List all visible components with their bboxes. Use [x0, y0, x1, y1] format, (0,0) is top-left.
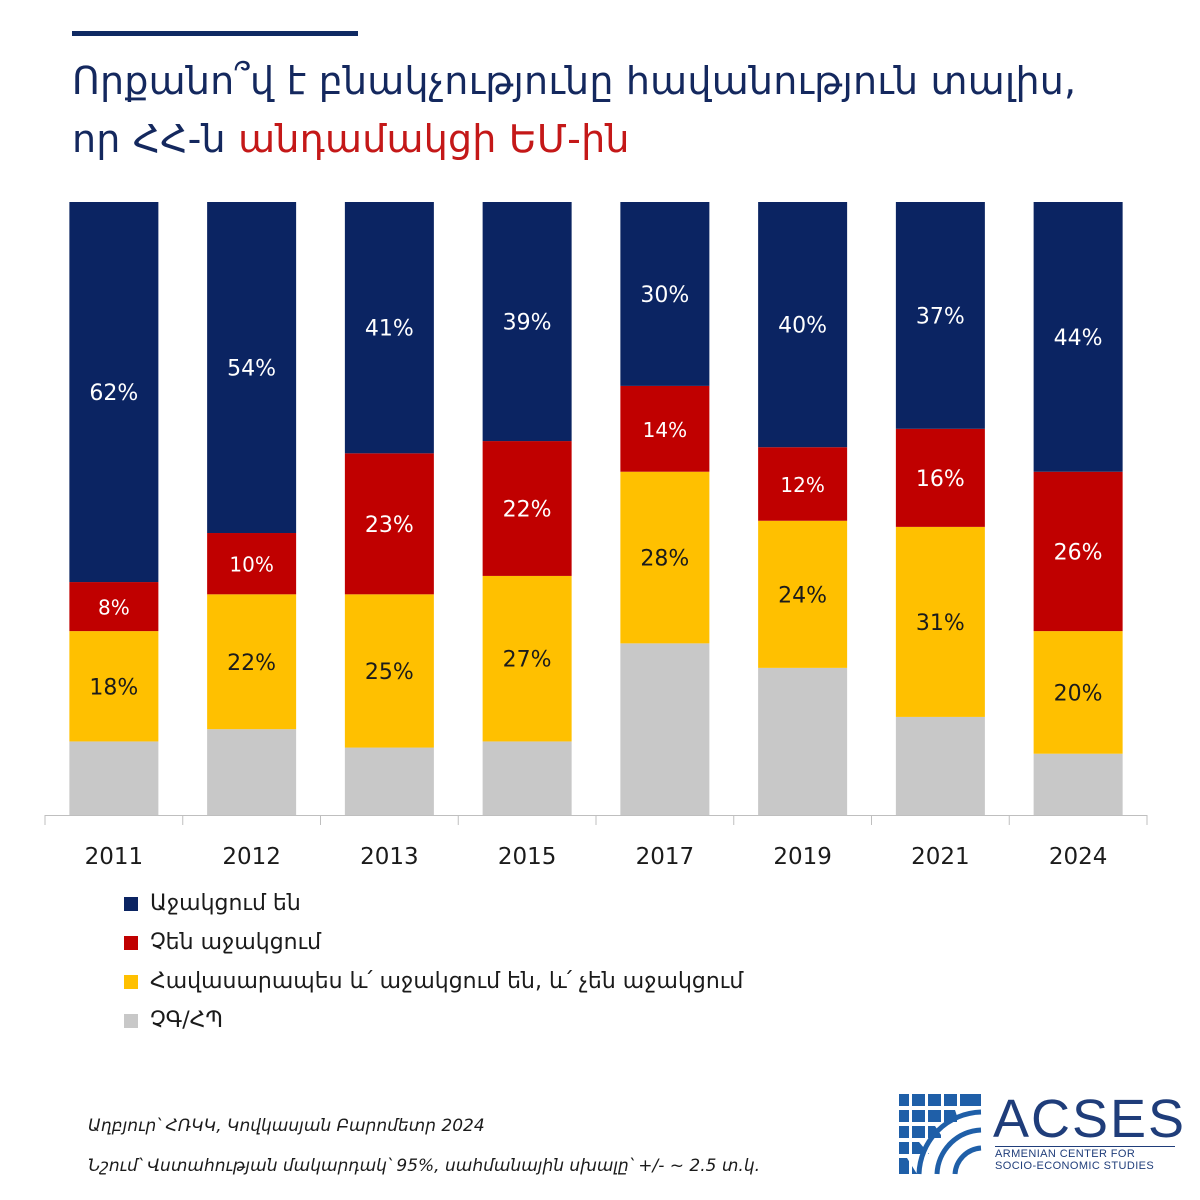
- bar-segment-2017-series-0: [620, 643, 710, 815]
- data-label-2017-series-2: 14%: [643, 418, 687, 442]
- bar-segment-2011-series-0: [69, 741, 159, 815]
- legend-swatch-dk-ra: [124, 1013, 138, 1028]
- bar-segment-2012-series-1: [207, 594, 297, 730]
- bar-segment-2021-series-2: [895, 428, 985, 527]
- logo-subtitle-line-1: ARMENIAN CENTER FOR: [995, 1148, 1136, 1160]
- legend-item-support: Աջակցում են: [124, 884, 743, 923]
- data-label-2019-series-1: 24%: [778, 583, 827, 608]
- bar-segment-2015-series-0: [482, 741, 572, 815]
- legend-label-neutral: Հավասարապես և՛ աջակցում են, և՛ չեն աջակց…: [150, 969, 744, 994]
- data-label-2015-series-1: 27%: [503, 648, 552, 673]
- bar-segment-2013-series-0: [344, 747, 434, 815]
- data-label-2021-series-2: 16%: [916, 467, 965, 492]
- legend-item-dk-ra: ՉԳ/ՀՊ: [124, 1001, 743, 1040]
- data-label-2019-series-3: 40%: [778, 314, 827, 339]
- data-label-2012-series-3: 54%: [227, 357, 276, 382]
- title-line-2: որ ՀՀ-ն անդամակցի ԵՄ-ին: [72, 110, 1172, 168]
- x-tick-label-2013: 2013: [360, 844, 419, 870]
- data-label-2013-series-3: 41%: [365, 317, 414, 342]
- bar-segment-2015-series-3: [482, 202, 572, 442]
- bar-segment-2024-series-3: [1033, 202, 1123, 472]
- bar-segment-2017-series-3: [620, 202, 710, 386]
- bar-segment-2013-series-2: [344, 453, 434, 595]
- x-tick-label-2015: 2015: [498, 844, 557, 870]
- bar-segment-2024-series-2: [1033, 471, 1123, 632]
- data-label-2024-series-1: 20%: [1054, 681, 1103, 706]
- bar-segment-2017-series-2: [620, 385, 710, 472]
- title-line-1: Որքանո՞վ է բնակչությունը հավանություն տա…: [72, 59, 1077, 103]
- acses-logo: ACSES ARMENIAN CENTER FOR SOCIO-ECONOMIC…: [895, 1090, 1185, 1180]
- legend-label-not-support: Չեն աջակցում: [150, 930, 322, 955]
- bar-segment-2019-series-3: [758, 202, 848, 448]
- bar-segment-2024-series-0: [1033, 753, 1123, 815]
- legend-swatch-not-support: [124, 935, 138, 950]
- x-tick-label-2019: 2019: [773, 844, 832, 870]
- legend-item-not-support: Չեն աջակցում: [124, 923, 743, 962]
- x-tick-label-2012: 2012: [222, 844, 281, 870]
- bar-segment-2011-series-2: [69, 582, 159, 632]
- bar-segment-2019-series-0: [758, 667, 848, 815]
- legend-label-support: Աջակցում են: [150, 891, 301, 916]
- bar-segment-2021-series-1: [895, 526, 985, 717]
- x-tick-label-2011: 2011: [85, 844, 144, 870]
- acses-emblem-icon: [895, 1090, 985, 1178]
- bar-segment-2012-series-0: [207, 729, 297, 815]
- data-label-2017-series-3: 30%: [640, 283, 689, 308]
- legend-swatch-neutral: [124, 974, 138, 989]
- bar-segment-2011-series-1: [69, 631, 159, 742]
- bar-segment-2015-series-2: [482, 441, 572, 576]
- bar-segment-2017-series-1: [620, 471, 710, 644]
- logo-divider: [995, 1146, 1175, 1147]
- bar-segment-2011-series-3: [69, 202, 159, 583]
- data-label-2011-series-2: 8%: [98, 596, 130, 620]
- bar-segment-2015-series-1: [482, 575, 572, 742]
- bar-segment-2012-series-2: [207, 533, 297, 595]
- title-line-2-highlight: անդամակցի ԵՄ-ին: [238, 117, 630, 161]
- note-footnote: Նշում՝ Վստահության մակարդակ՝ 95%, սահման…: [88, 1156, 760, 1176]
- data-label-2015-series-2: 22%: [503, 498, 552, 523]
- bar-segment-2021-series-0: [895, 716, 985, 815]
- logo-subtitle-line-2: SOCIO-ECONOMIC STUDIES: [995, 1160, 1155, 1172]
- data-label-2011-series-3: 62%: [89, 381, 138, 406]
- legend-item-neutral: Հավասարապես և՛ աջակցում են, և՛ չեն աջակց…: [124, 962, 743, 1001]
- data-label-2013-series-1: 25%: [365, 660, 414, 685]
- bar-segment-2024-series-1: [1033, 631, 1123, 754]
- legend-swatch-support: [124, 896, 138, 911]
- bar-segment-2021-series-3: [895, 202, 985, 429]
- data-label-2017-series-1: 28%: [640, 547, 689, 572]
- title-line-2-prefix: որ ՀՀ-ն: [72, 117, 226, 161]
- x-tick-label-2024: 2024: [1049, 844, 1108, 870]
- title-accent-rule: [72, 31, 358, 36]
- data-label-2024-series-3: 44%: [1054, 326, 1103, 351]
- logo-wordmark: ACSES: [993, 1089, 1187, 1149]
- data-label-2019-series-2: 12%: [780, 473, 824, 497]
- bar-segment-2013-series-1: [344, 594, 434, 748]
- data-label-2015-series-3: 39%: [503, 311, 552, 336]
- bar-segment-2013-series-3: [344, 202, 434, 454]
- data-label-2013-series-2: 23%: [365, 513, 414, 538]
- legend-label-dk-ra: ՉԳ/ՀՊ: [150, 1008, 224, 1033]
- data-label-2021-series-3: 37%: [916, 304, 965, 329]
- bar-segment-2012-series-3: [207, 202, 297, 534]
- x-tick-label-2021: 2021: [911, 844, 970, 870]
- stacked-bar-chart: 18% 8% 62% 2011 22% 10% 54% 2012 25% 23% 41% 2013 27…: [44, 202, 1148, 870]
- bar-segment-2019-series-1: [758, 520, 848, 668]
- data-label-2012-series-2: 10%: [229, 553, 273, 577]
- data-label-2021-series-1: 31%: [916, 611, 965, 636]
- data-label-2012-series-1: 22%: [227, 651, 276, 676]
- source-footnote: Աղբյուր՝ ՀՌԿԿ, Կովկասյան Բարոմետր 2024: [88, 1116, 485, 1136]
- legend: Աջակցում են Չեն աջակցում Հավասարապես և՛ …: [124, 884, 743, 1040]
- bar-segment-2019-series-2: [758, 447, 848, 521]
- x-tick-label-2017: 2017: [636, 844, 695, 870]
- chart-title: Որքանո՞վ է բնակչությունը հավանություն տա…: [72, 52, 1172, 168]
- data-label-2024-series-2: 26%: [1054, 540, 1103, 565]
- data-label-2011-series-1: 18%: [89, 675, 138, 700]
- logo-subtitle: ARMENIAN CENTER FOR SOCIO-ECONOMIC STUDI…: [995, 1148, 1185, 1172]
